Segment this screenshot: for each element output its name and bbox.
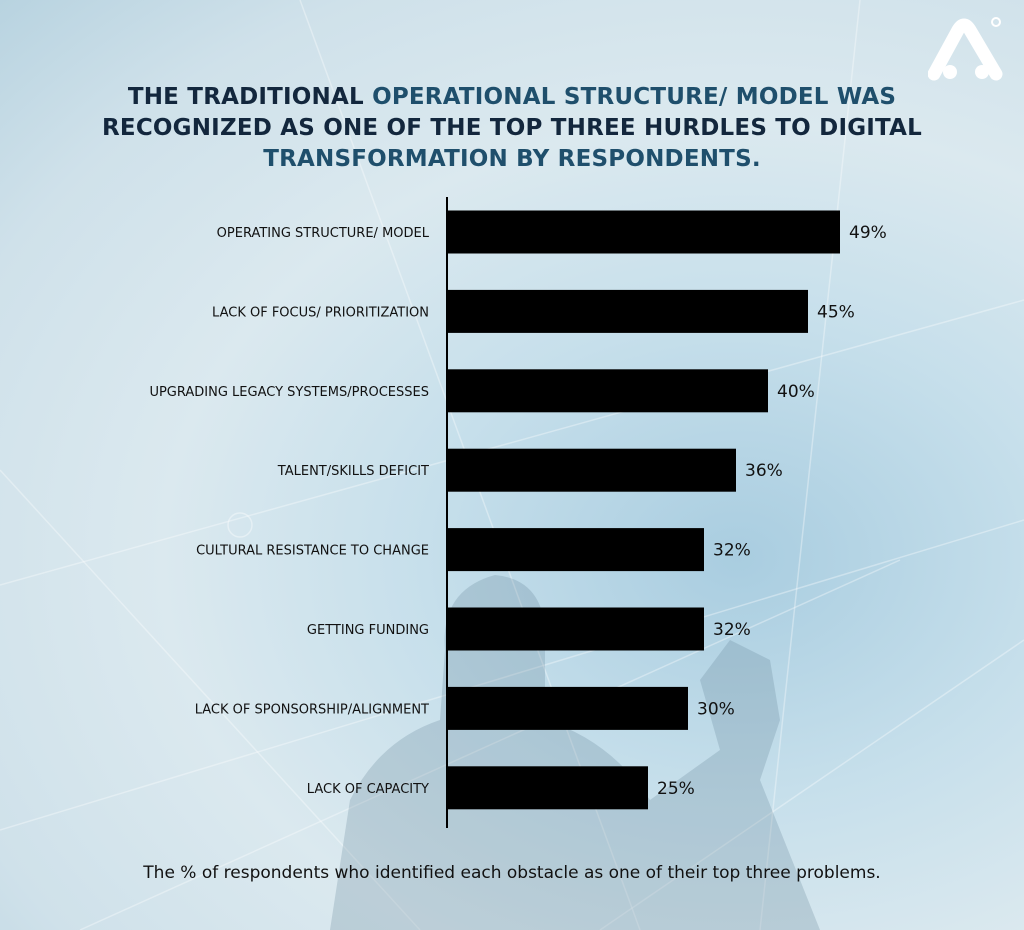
title-part-1: THE TRADITIONAL [127,84,373,110]
bar [448,448,736,492]
category-label: OPERATING STRUCTURE/ MODEL [217,226,430,241]
title-part-4: TRANSFORMATION BY RESPONDENTS. [263,146,761,172]
category-label: TALENT/SKILLS DEFICIT [277,464,429,479]
bar [448,528,704,572]
brand-logo-icon [928,17,1003,81]
bar-chart: OPERATING STRUCTURE/ MODEL 49% LACK OF FOC… [149,197,887,828]
bar [448,289,808,333]
bar [448,686,688,730]
bar [448,210,840,254]
title-part-3: RECOGNIZED AS ONE OF THE TOP THREE HURDL… [102,115,922,141]
value-label: 32% [713,541,751,561]
chart-title: THE TRADITIONAL OPERATIONAL STRUCTURE/ M… [60,82,964,175]
category-label: LACK OF CAPACITY [307,782,429,797]
category-label: LACK OF FOCUS/ PRIORITIZATION [212,305,429,320]
bar [448,766,648,810]
value-label: 49% [849,223,887,243]
value-label: 30% [697,699,735,719]
category-label: UPGRADING LEGACY SYSTEMS/PROCESSES [149,385,429,400]
value-label: 32% [713,620,751,640]
category-label: GETTING FUNDING [307,623,429,638]
bar [448,369,768,413]
category-label: LACK OF SPONSORSHIP/ALIGNMENT [195,702,429,717]
value-label: 40% [777,382,815,402]
category-label: CULTURAL RESISTANCE TO CHANGE [196,544,429,559]
value-label: 36% [745,461,783,481]
bar [448,607,704,651]
value-label: 45% [817,302,855,322]
value-label: 25% [657,779,695,799]
footnote: The % of respondents who identified each… [143,863,881,883]
title-part-2: OPERATIONAL STRUCTURE/ MODEL WAS [372,84,897,110]
